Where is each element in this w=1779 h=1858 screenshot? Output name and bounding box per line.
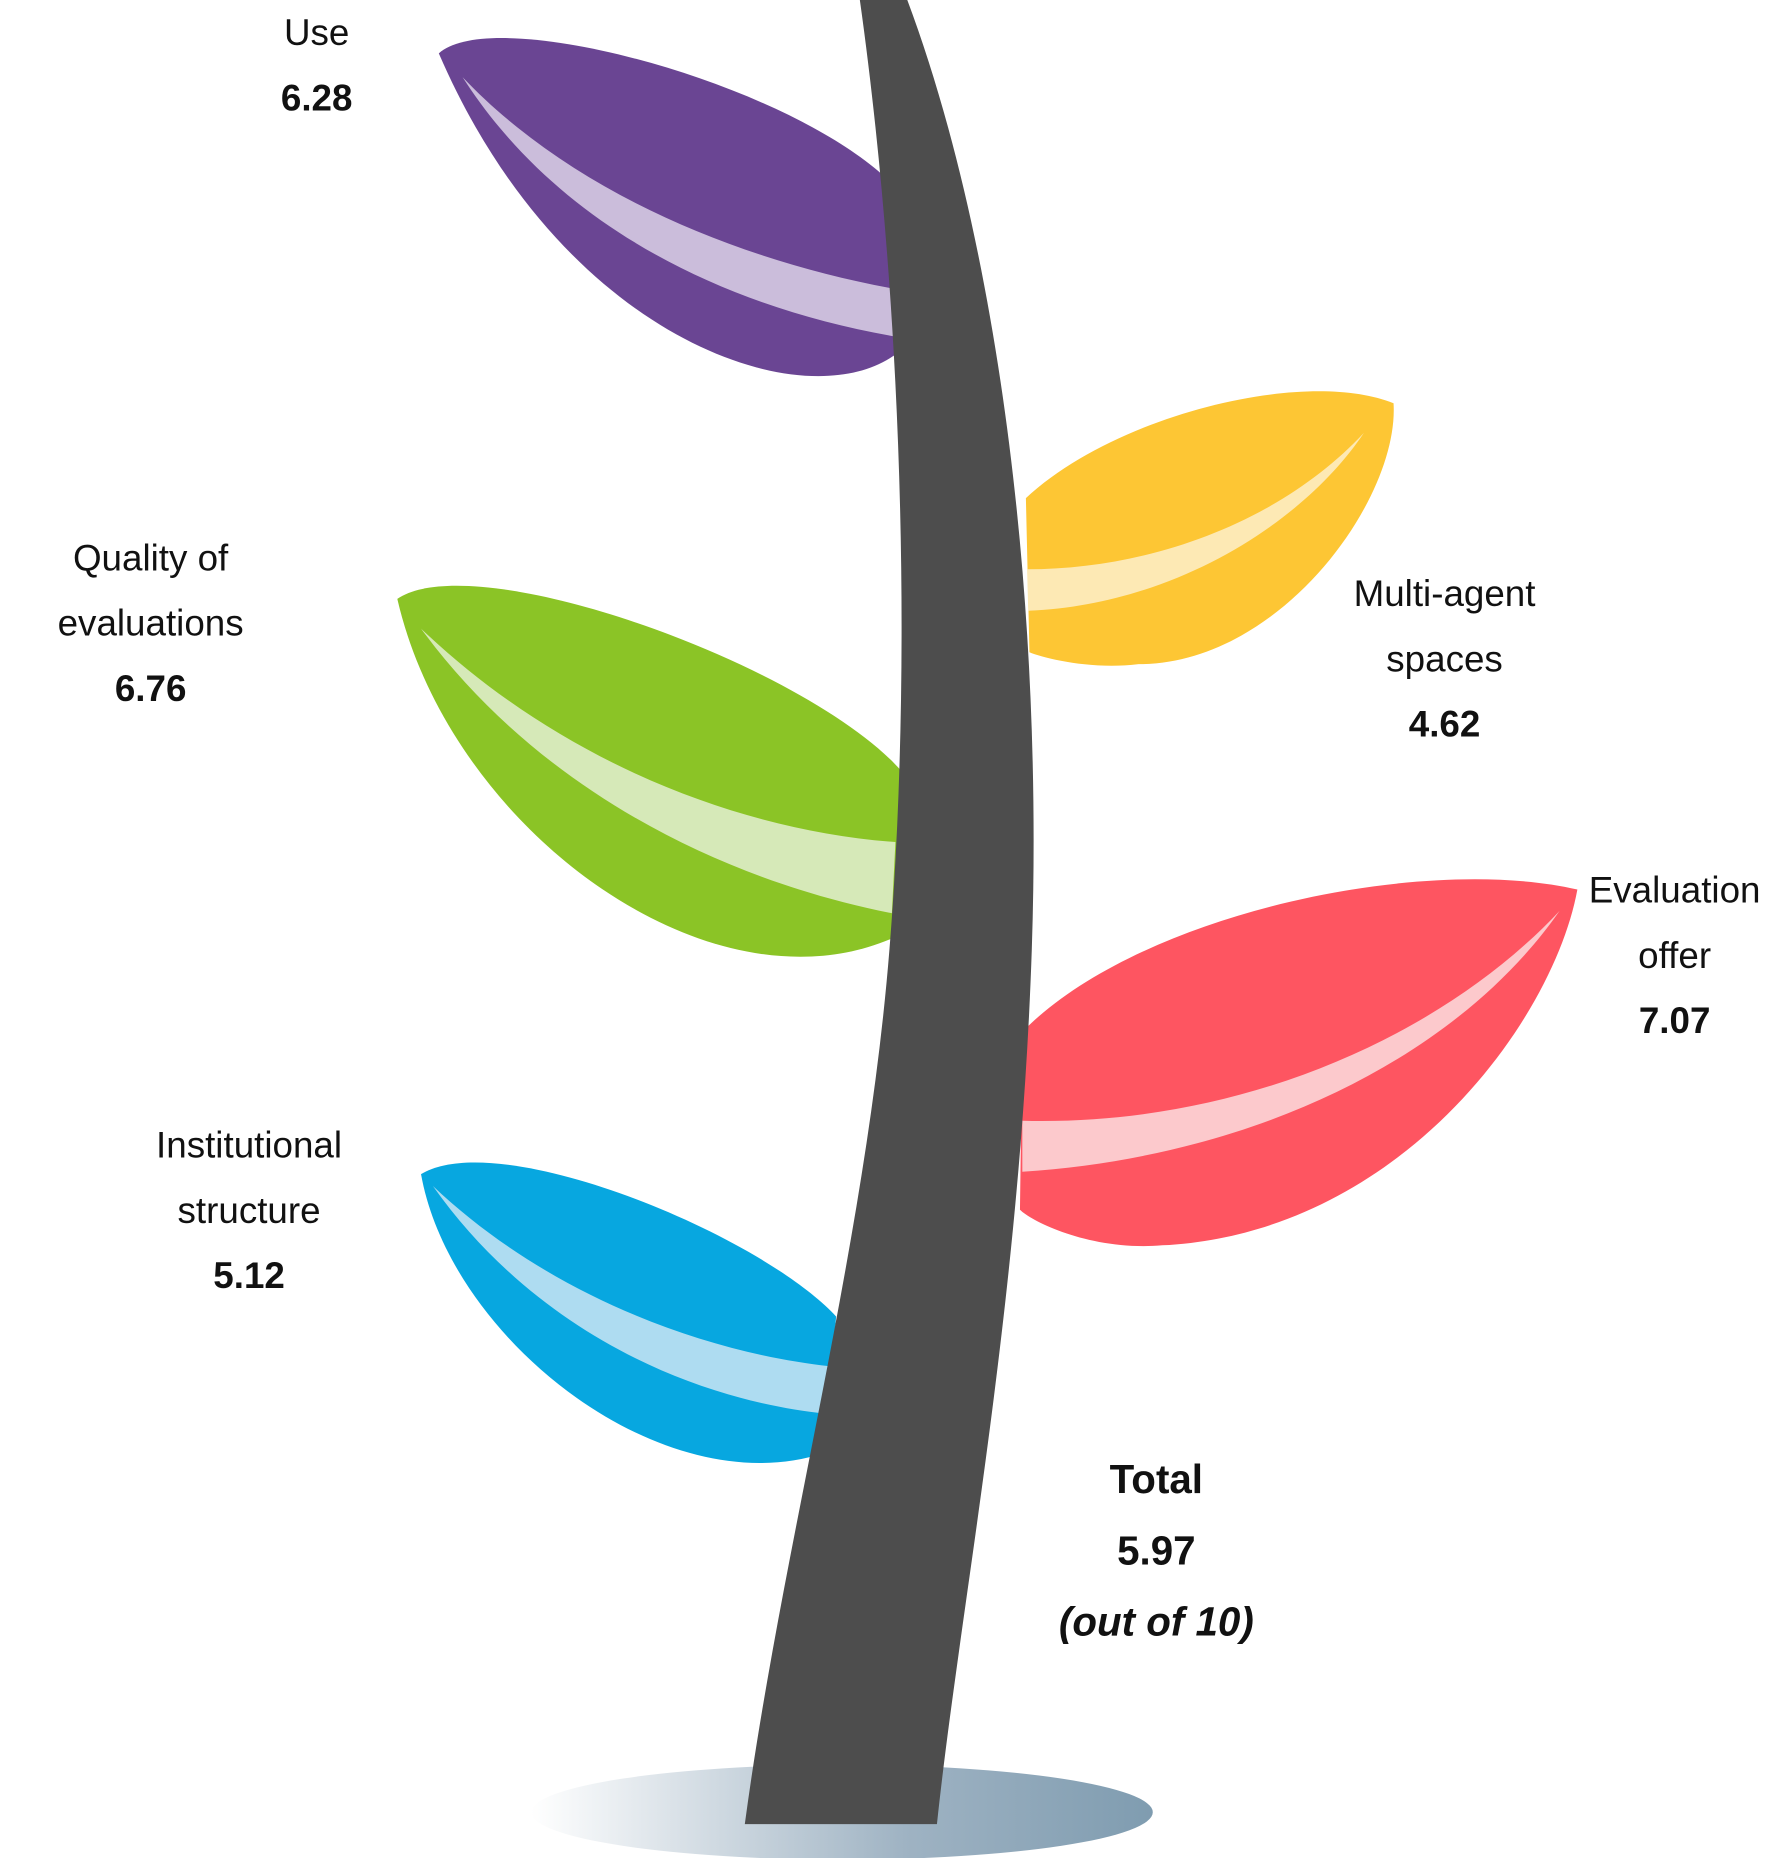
page: Use6.28 Multi-agent spaces4.62 Quality of …: [0, 0, 1779, 1858]
plant: [0, 0, 1779, 1858]
category-name: Quality of evaluations: [20, 525, 281, 655]
category-name: Use: [186, 0, 447, 65]
category-name: Evaluation offer: [1556, 857, 1779, 987]
score-value: 4.62: [1314, 691, 1575, 756]
score-value: 5.12: [119, 1243, 380, 1308]
score-value: 7.07: [1556, 988, 1779, 1053]
leaf: [397, 586, 901, 957]
score-value: 6.76: [20, 656, 281, 721]
category-name: Multi-agent spaces: [1314, 561, 1575, 691]
score-value: 6.28: [186, 65, 447, 130]
category-name: Institutional structure: [119, 1112, 380, 1242]
leaf: [439, 38, 907, 376]
infographic: Use6.28 Multi-agent spaces4.62 Quality of …: [0, 0, 1779, 1858]
total-title: Total: [978, 1445, 1334, 1516]
total-value: 5.97: [978, 1516, 1334, 1587]
total-note: (out of 10): [978, 1587, 1334, 1658]
leaf: [1020, 879, 1577, 1246]
